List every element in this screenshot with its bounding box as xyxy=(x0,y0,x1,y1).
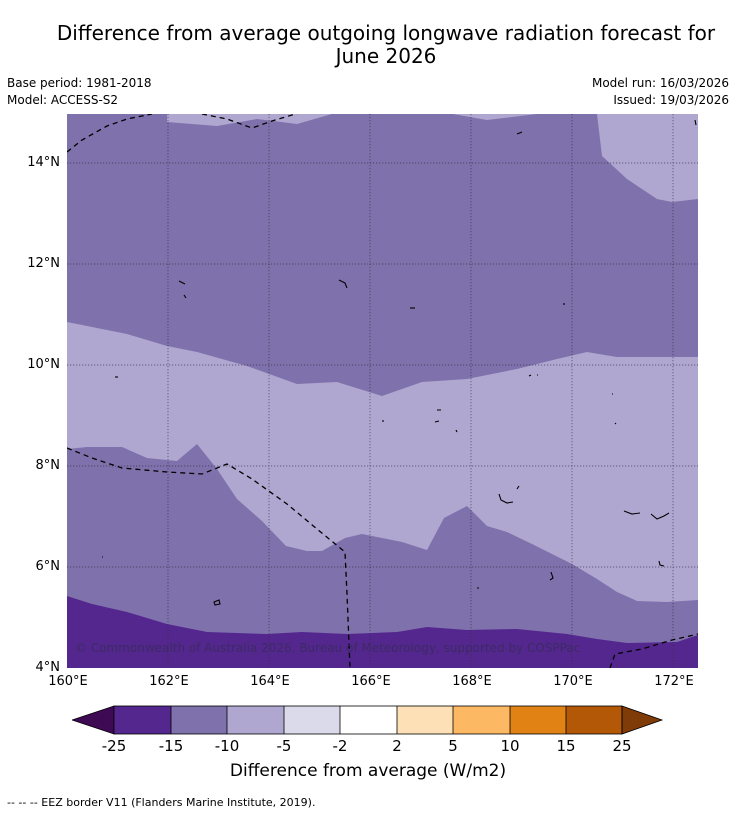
island-15 xyxy=(477,571,554,589)
island-16 xyxy=(102,393,617,558)
eez-borders xyxy=(67,114,698,668)
island-1 xyxy=(516,131,523,135)
eez-footnote: -- -- -- EEZ border V11 (Flanders Marine… xyxy=(7,796,316,809)
base-period: Base period: 1981-2018 xyxy=(7,76,152,90)
lat-label-8n: 8°N xyxy=(35,458,61,473)
colorbar-tick-label: 10 xyxy=(500,737,520,755)
lon-label-168e: 168°E xyxy=(452,674,492,689)
colorbar-tick-label: -25 xyxy=(101,737,127,755)
eez-border-south xyxy=(67,447,351,668)
map-svg xyxy=(67,114,698,668)
title-line-2: June 2026 xyxy=(335,44,437,68)
eez-border-north xyxy=(201,114,298,129)
colorbar-segment-6 xyxy=(397,706,453,734)
lon-label-170e: 170°E xyxy=(553,674,593,689)
colorbar-tick-label: 25 xyxy=(612,737,632,755)
model-name: Model: ACCESS-S2 xyxy=(7,93,119,107)
island-13 xyxy=(658,560,665,567)
colorbar-segment-4 xyxy=(284,706,340,734)
island-3 xyxy=(178,280,187,299)
colorbar-tick-label: -15 xyxy=(158,737,184,755)
colorbar-tick-label: -10 xyxy=(214,737,240,755)
gridlines xyxy=(67,114,698,668)
colorbar-segment-8 xyxy=(510,706,566,734)
eez-border-se xyxy=(609,633,698,668)
colorbar-segment-9 xyxy=(566,706,622,734)
band-upper-light xyxy=(167,114,698,202)
colorbar-tick-label: 2 xyxy=(392,737,402,755)
colorbar-extend-low xyxy=(72,705,115,735)
lat-label-4n: 4°N xyxy=(35,660,61,675)
island-8 xyxy=(528,374,538,377)
colorbar-tick-label: -2 xyxy=(332,737,348,755)
colorbar-tick-label: 15 xyxy=(556,737,576,755)
colorbar-extend-high xyxy=(621,705,664,735)
island-10 xyxy=(382,420,458,433)
island-9 xyxy=(434,409,441,423)
lat-label-14n: 14°N xyxy=(27,155,60,170)
lat-label-6n: 6°N xyxy=(35,559,61,574)
colorbar xyxy=(72,705,664,735)
lat-label-10n: 10°N xyxy=(27,357,60,372)
colorbar-segment-5 xyxy=(340,706,397,734)
colorbar-segment-7 xyxy=(453,706,510,734)
lon-label-162e: 162°E xyxy=(149,674,189,689)
lon-label-160e: 160°E xyxy=(48,674,88,689)
model-run: Model run: 16/03/2026 xyxy=(591,76,729,90)
meta-right: Model run: 16/03/2026 Issued: 19/03/2026 xyxy=(592,75,729,109)
colorbar-title: Difference from average (W/m2) xyxy=(229,761,507,781)
map-title: Difference from average outgoing longwav… xyxy=(20,22,736,68)
colorbar-segment-1 xyxy=(114,706,171,734)
lat-label-12n: 12°N xyxy=(27,256,60,271)
colorbar-segment-3 xyxy=(227,706,284,734)
map-area[interactable] xyxy=(67,114,698,668)
islands xyxy=(102,119,697,606)
island-12 xyxy=(623,510,670,520)
meta-left: Base period: 1981-2018 Model: ACCESS-S2 xyxy=(7,75,152,109)
title-line-1: Difference from average outgoing longwav… xyxy=(56,21,716,45)
lon-label-166e: 166°E xyxy=(351,674,391,689)
colorbar-segment-2 xyxy=(171,706,227,734)
copyright-notice: © Commonwealth of Australia 2026, Bureau… xyxy=(75,641,581,655)
issued-date: Issued: 19/03/2026 xyxy=(613,93,729,107)
colorbar-frame xyxy=(113,705,623,735)
colorbar-outline xyxy=(113,705,623,735)
band-central-light xyxy=(67,322,698,602)
island-2 xyxy=(694,119,697,126)
island-4 xyxy=(338,279,348,289)
island-14 xyxy=(213,599,221,606)
colorbar-tick-label: -5 xyxy=(276,737,292,755)
eez-border-nw xyxy=(67,114,153,153)
island-11 xyxy=(498,485,520,504)
colorbar-tick-label: 5 xyxy=(448,737,458,755)
lon-label-172e: 172°E xyxy=(654,674,694,689)
band-minus15-minus10 xyxy=(67,596,698,668)
lon-label-164e: 164°E xyxy=(250,674,290,689)
